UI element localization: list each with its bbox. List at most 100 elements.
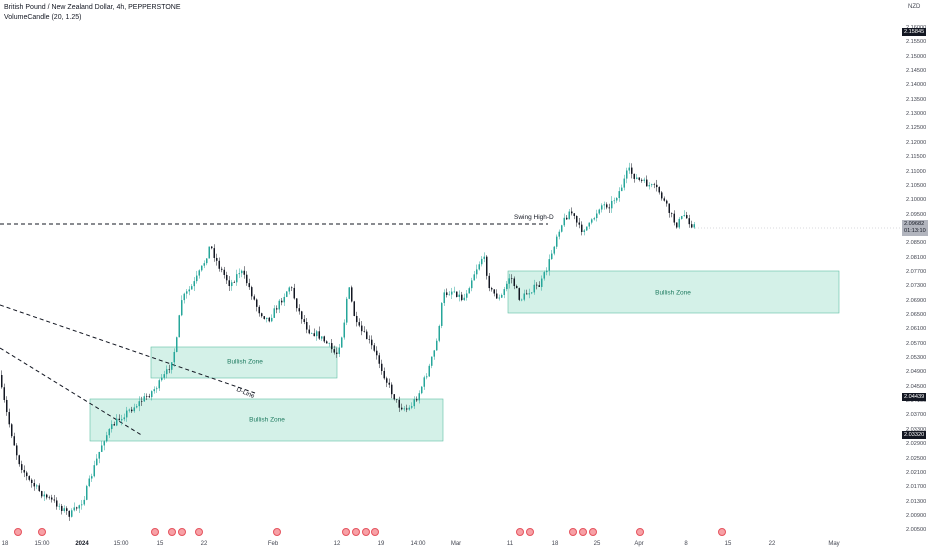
candle-body [113,424,115,426]
time-axis-label: 15:00 [34,541,50,547]
economic-event-icon[interactable] [362,528,370,536]
bullish-zone-1 [89,398,444,442]
economic-event-icon[interactable] [342,528,350,536]
candle-body [3,387,5,400]
candle-body [133,407,135,412]
candle-body [431,356,433,366]
time-axis-label: Mar [450,541,462,547]
candle-body [381,363,383,371]
economic-event-icon[interactable] [273,528,281,536]
candle-body [556,236,558,247]
economic-event-icon[interactable] [195,528,203,536]
candle-body [183,293,185,301]
candle-body [6,399,8,413]
candle-body [621,187,623,192]
candle-body [478,264,480,270]
candle-body [631,167,633,174]
candle-body [171,362,173,370]
economic-event-icon[interactable] [589,528,597,536]
price-axis-label: 2.15000 [906,53,927,60]
economic-event-icon[interactable] [168,528,176,536]
candle-body [371,339,373,346]
candle-body [418,393,420,401]
candle-body [158,380,160,389]
economic-event-icon[interactable] [178,528,186,536]
candle-body [386,378,388,383]
candle-body [26,472,28,477]
candle-body [656,184,658,188]
economic-event-icon[interactable] [636,528,644,536]
candle-body [266,317,268,319]
candle-body [201,265,203,271]
candle-body [491,288,493,290]
price-axis-label: 2.11500 [906,154,926,161]
economic-event-icon[interactable] [151,528,159,536]
candle-body [251,287,253,297]
candle-body [73,507,75,511]
candle-body [563,217,565,226]
candle-body [348,287,350,299]
economic-event-icon[interactable] [38,528,46,536]
candle-body [186,291,188,294]
candle-body [558,231,560,237]
price-axis-label: 2.05300 [906,355,927,362]
price-axis-label: 2.10500 [906,182,927,189]
candle-body [128,409,130,411]
candle-body [688,218,690,225]
candle-body [103,441,105,446]
time-axis-label: 15 [724,541,732,547]
economic-event-icon[interactable] [371,528,379,536]
candle-body [633,173,635,179]
time-axis-label: 19 [377,541,385,547]
candle-body [571,211,573,214]
candle-body [296,298,298,309]
economic-event-icon[interactable] [14,528,22,536]
indicator-legend[interactable]: VolumeCandle (20, 1.25) [4,14,82,21]
level-tag-2: 2.03320 [902,431,927,439]
candle-body [208,246,210,259]
candle-body [96,458,98,466]
candle-body [486,256,488,276]
candle-body [671,212,673,214]
candle-body [321,336,323,339]
candle-body [428,365,430,377]
candle-body [453,291,455,293]
candle-body [101,445,103,452]
swing-high-label[interactable]: Swing High-D [514,214,554,221]
time-axis-label: 15:00 [113,541,129,547]
candle-body [188,289,190,292]
economic-event-icon[interactable] [569,528,577,536]
bullish-zone-label-1: Bullish Zone [227,358,263,366]
price-axis-label: 2.12000 [906,139,927,146]
candle-body [651,184,653,186]
economic-event-icon[interactable] [526,528,534,536]
candle-countdown: 01:13:10 [904,228,926,234]
price-axis-label: 2.00500 [906,527,927,534]
candle-body [36,485,38,487]
time-axis-label: 2024 [75,541,89,547]
candle-body [508,278,510,284]
price-axis-label: 2.07700 [906,268,927,275]
candle-body [56,500,58,507]
candle-body [318,331,320,339]
economic-event-icon[interactable] [516,528,524,536]
economic-event-icon[interactable] [579,528,587,536]
candle-body [546,270,548,273]
candle-body [446,292,448,296]
price-axis-label: 2.02900 [906,441,927,448]
candle-body [636,177,638,179]
price-axis-label: 2.03700 [906,412,927,419]
candle-body [378,355,380,364]
candle-body [166,369,168,375]
candle-body [391,384,393,395]
economic-event-icon[interactable] [718,528,726,536]
economic-event-icon[interactable] [352,528,360,536]
candle-body [203,263,205,266]
candle-body [638,177,640,180]
candle-body [263,316,265,319]
level-tag-1: 2.04439 [902,393,927,401]
candle-body [13,436,15,446]
candle-body [206,258,208,264]
current-price: 2.09682 [904,221,925,227]
